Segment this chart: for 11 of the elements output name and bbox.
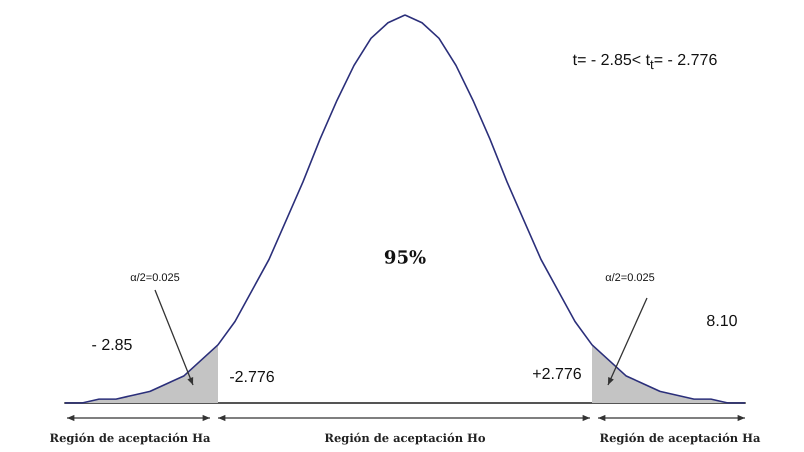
annotation: α/2=0.025 bbox=[130, 272, 180, 284]
annotation: α/2=0.025 bbox=[605, 272, 655, 284]
text: Región de aceptación Ha bbox=[600, 431, 760, 445]
text: Región de aceptación Ho bbox=[324, 431, 486, 445]
annotation: +2.776 bbox=[532, 366, 582, 384]
text: Región de aceptación Ha bbox=[50, 431, 210, 445]
annotation: 95% bbox=[384, 248, 426, 268]
annotation: -2.776 bbox=[229, 369, 275, 387]
annotation: t= - 2.85< t$_{t}$= - 2.776 bbox=[572, 52, 718, 72]
annotation: - 2.85 bbox=[92, 337, 132, 355]
annotation: 8.10 bbox=[706, 313, 738, 331]
